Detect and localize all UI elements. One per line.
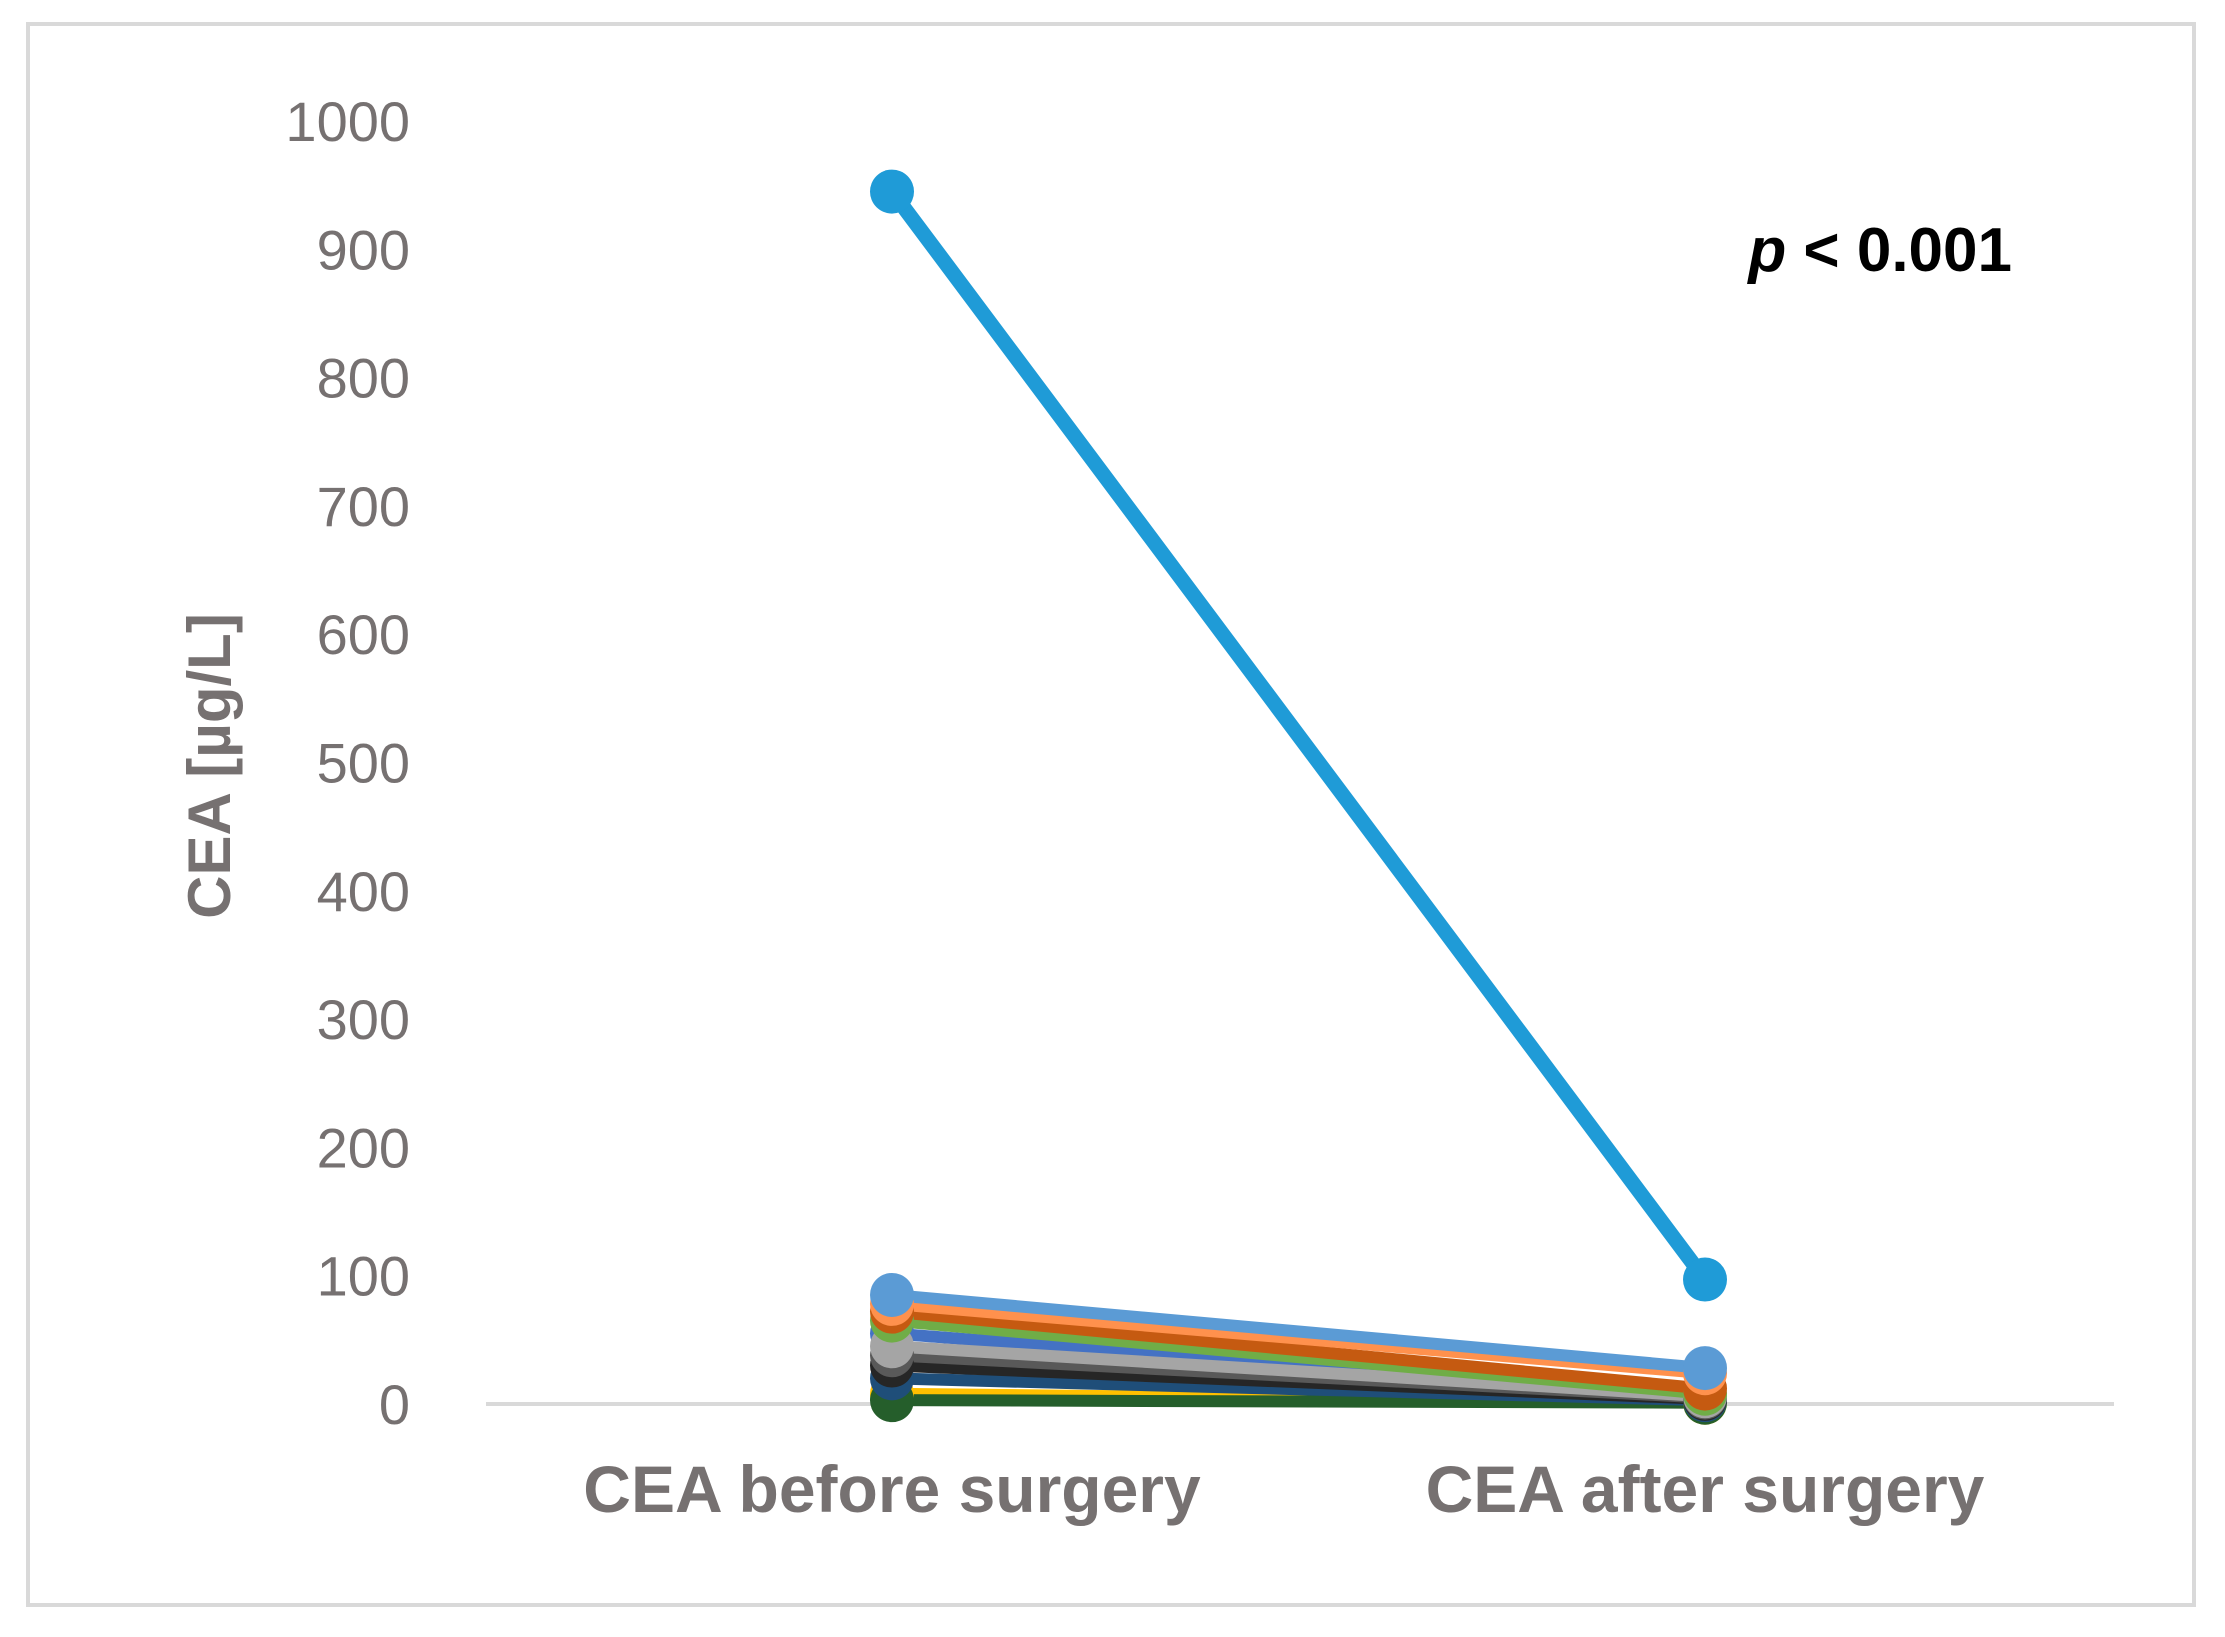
y-axis-title: CEA [µg/L] [176,613,243,919]
y-tick-label: 200 [317,1116,410,1179]
y-tick-label: 0 [379,1373,410,1436]
series-line [886,1340,1711,1403]
y-tick-label: 100 [317,1245,410,1308]
series-lines [884,184,1713,1409]
series-line [886,1305,1711,1395]
category-labels: CEA before surgery CEA after surgery [583,1452,1984,1526]
series-marker [1683,1257,1727,1302]
y-tick-label: 500 [317,732,410,795]
y-tick-labels: 0 100 200 300 400 500 600 700 800 900 1000 [285,90,410,1436]
y-tick-label: 300 [317,988,410,1051]
series-line [886,1288,1711,1375]
y-tick-label: 800 [317,347,410,410]
series-marker [870,169,914,214]
chart-frame: 0 100 200 300 400 500 600 700 800 900 1000 CEA bef… [26,22,2196,1607]
x-category-label: CEA before surgery [583,1452,1201,1526]
y-tick-label: 900 [317,218,410,281]
p-value-annotation: p < 0.001 [1746,216,2012,285]
y-tick-label: 600 [317,603,410,666]
series-marker [1683,1346,1727,1391]
y-tick-label: 1000 [285,90,410,153]
p-value-symbol: p [1746,216,1786,285]
series-markers [870,169,1727,1425]
y-tick-label: 400 [317,860,410,923]
series-line [884,184,1713,1288]
y-tick-label: 700 [317,475,410,538]
x-category-label: CEA after surgery [1426,1452,1985,1526]
chart-svg: 0 100 200 300 400 500 600 700 800 900 1000 CEA bef… [176,90,2114,1526]
series-marker [870,1272,914,1317]
p-value-text: < 0.001 [1786,216,2012,285]
